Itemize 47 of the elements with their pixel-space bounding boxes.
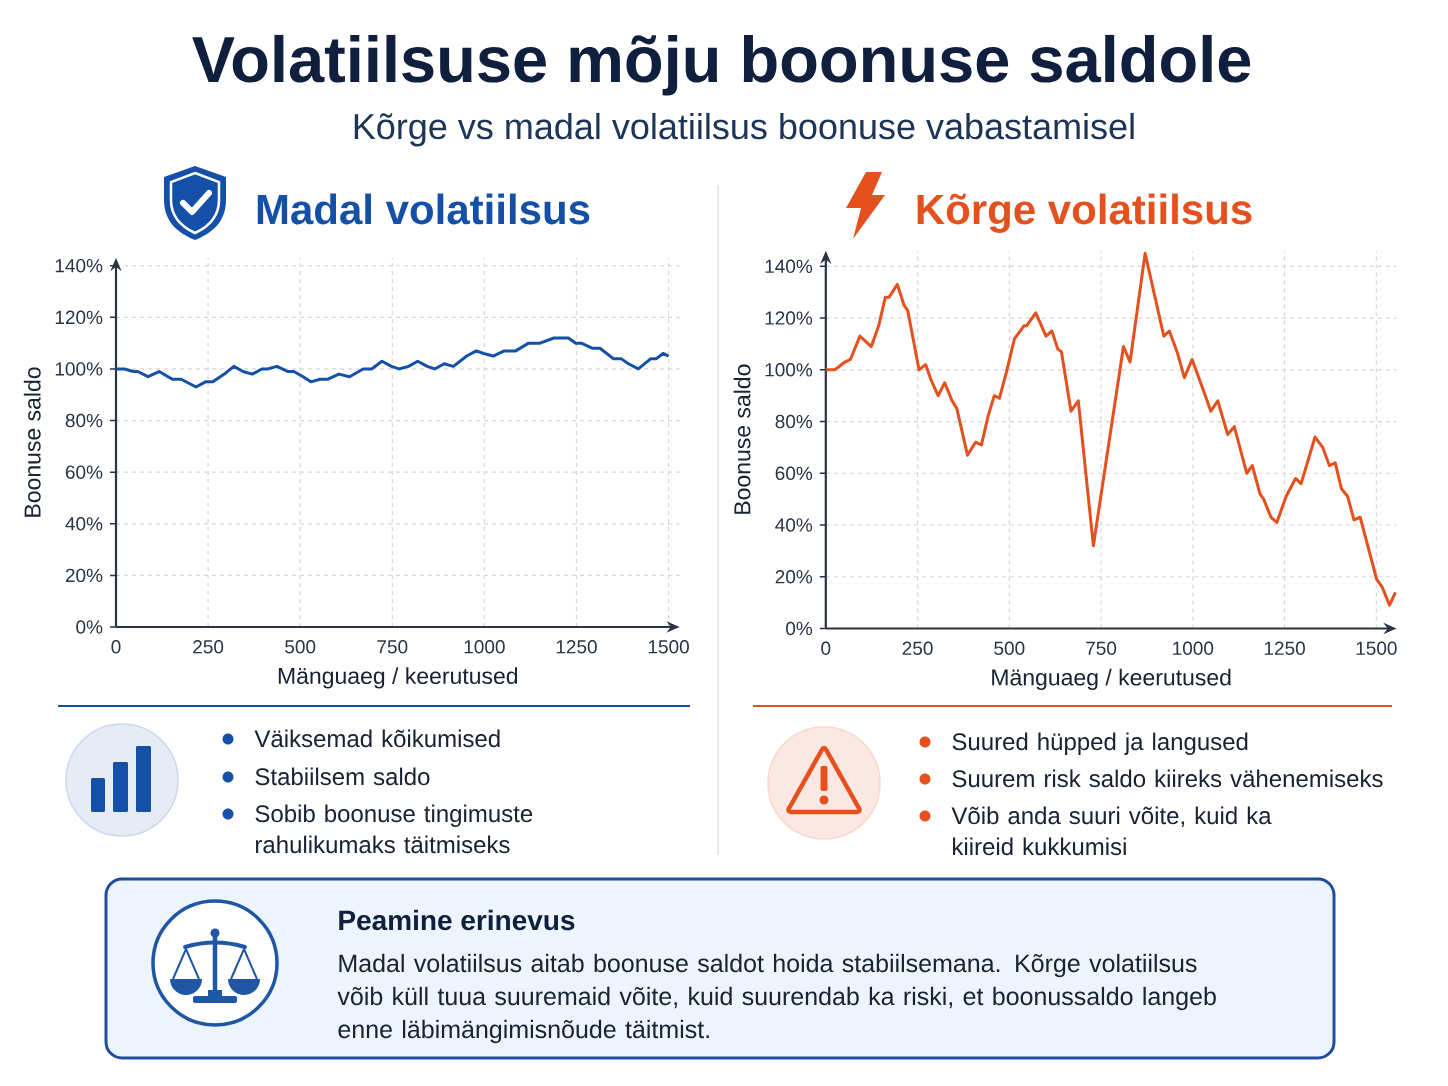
text: Stabiilsem saldo bbox=[255, 767, 430, 786]
y-tick-label: 0% bbox=[786, 621, 813, 636]
text: Peamine erinevus bbox=[339, 909, 575, 931]
text: Volatiilsuse mõju boonuse saldole bbox=[192, 34, 1251, 96]
x-axis-title: Mänguaeg / keerutused bbox=[992, 668, 1231, 691]
x-tick-label: 0 bbox=[111, 640, 121, 654]
line-series bbox=[824, 251, 1397, 607]
chart-title: Madal volatiilsus bbox=[257, 193, 590, 225]
x-tick-label: 1000 bbox=[464, 640, 505, 654]
x-tick-label: 1250 bbox=[1264, 641, 1305, 655]
text: Kõrge vs madal volatiilsus boonuse vabastamisel bbox=[354, 112, 1134, 147]
text: Madal volatiilsus aitab boonuse saldot hoida stabiilsemana. Kõrge volatiilsus võib küll tuua suuremaid võite, kuid suurendab ka riski, et boonussaldo langeb enne läbimängimisnõude täitmist. bbox=[337, 953, 1216, 1044]
y-tick-label: 80% bbox=[775, 414, 813, 429]
y-axis-title: Boonuse saldo bbox=[23, 367, 41, 517]
text: Suurem risk saldo kiireks vähenemiseks bbox=[952, 769, 1383, 788]
y-tick-label: 40% bbox=[775, 518, 813, 532]
y-tick-label: 80% bbox=[65, 413, 103, 428]
x-tick-label: 750 bbox=[377, 640, 408, 654]
x-tick-label: 750 bbox=[1086, 641, 1117, 655]
x-tick-label: 1250 bbox=[556, 640, 597, 654]
y-tick-label: 140% bbox=[765, 259, 813, 274]
text: Sobib boonuse tingimuste rahulikumaks täitmiseks bbox=[255, 804, 533, 854]
y-tick-label: 120% bbox=[55, 310, 103, 325]
x-tick-label: 1500 bbox=[1356, 641, 1397, 655]
x-tick-label: 500 bbox=[285, 640, 316, 654]
x-tick-label: 1000 bbox=[1173, 641, 1214, 655]
y-tick-label: 40% bbox=[65, 517, 103, 531]
y-tick-label: 60% bbox=[65, 465, 103, 479]
text: Suured hüpped ja langused bbox=[952, 732, 1248, 755]
y-tick-label: 100% bbox=[765, 363, 813, 377]
y-tick-label: 20% bbox=[775, 570, 813, 584]
y-tick-label: 0% bbox=[76, 620, 103, 634]
x-tick-label: 250 bbox=[193, 640, 224, 654]
y-axis-title: Boonuse saldo bbox=[733, 364, 751, 514]
y-tick-label: 140% bbox=[55, 258, 103, 273]
text: Väiksemad kõikumised bbox=[254, 729, 500, 748]
text: Võib anda suuri võite, kuid ka kiireid kukkumisi bbox=[951, 806, 1272, 856]
y-tick-label: 20% bbox=[65, 568, 103, 583]
chart-title: Kõrge volatiilsus bbox=[917, 193, 1252, 233]
y-tick-label: 100% bbox=[55, 362, 103, 376]
x-axis-title: Mänguaeg / keerutused bbox=[278, 667, 518, 689]
y-tick-label: 60% bbox=[775, 466, 813, 480]
x-tick-label: 500 bbox=[994, 641, 1025, 655]
x-tick-label: 250 bbox=[902, 641, 933, 655]
x-tick-label: 0 bbox=[821, 641, 831, 655]
y-tick-label: 120% bbox=[765, 311, 813, 325]
x-tick-label: 1500 bbox=[648, 640, 689, 654]
